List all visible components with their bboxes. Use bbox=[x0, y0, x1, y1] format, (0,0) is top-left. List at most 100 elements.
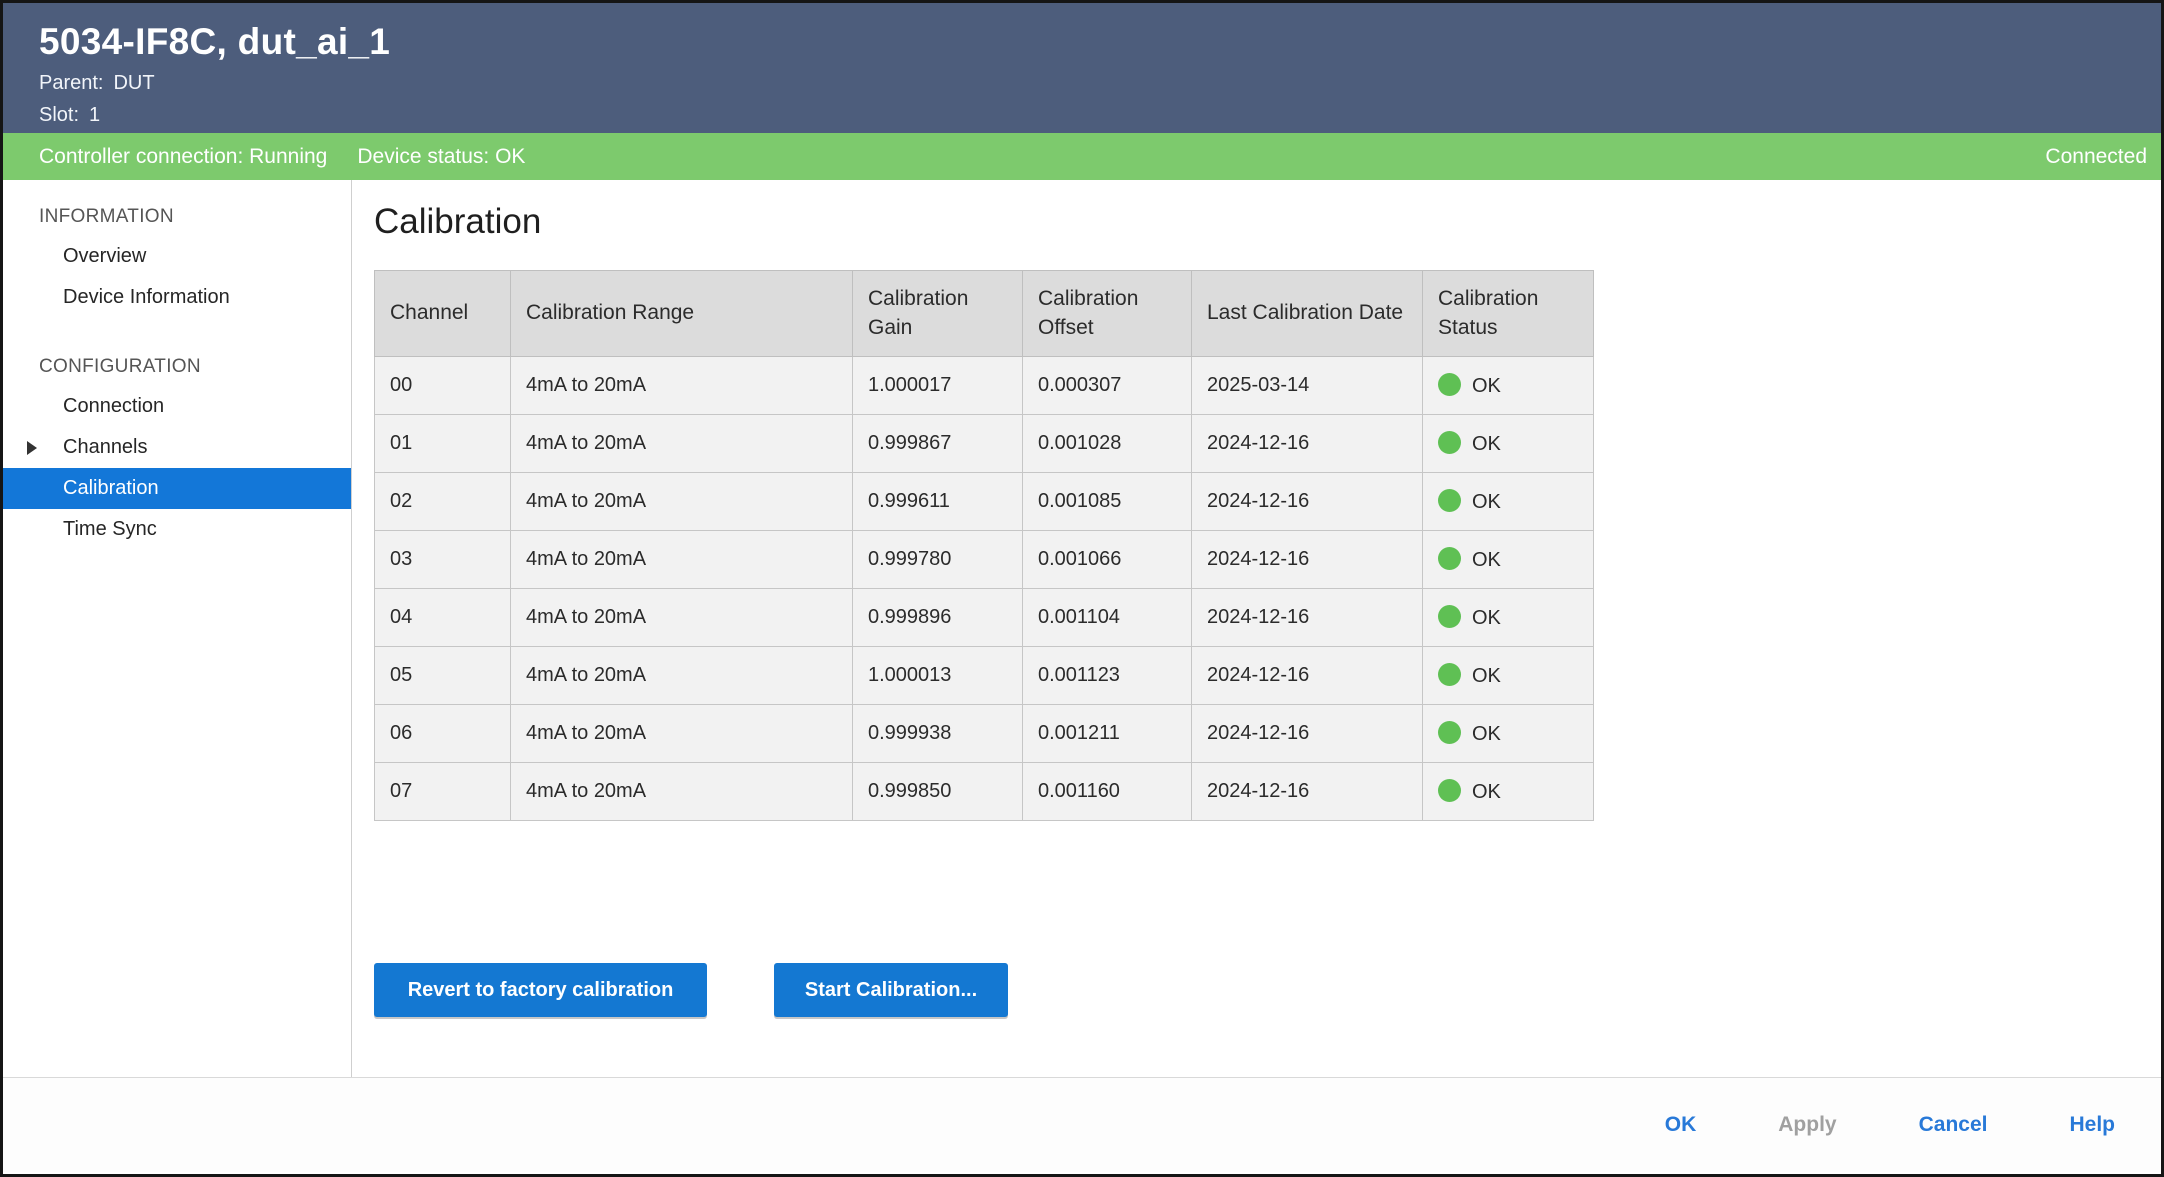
sidebar-item-calibration[interactable]: Calibration bbox=[3, 468, 351, 509]
configuration-heading: CONFIGURATION bbox=[39, 356, 201, 377]
column-header-gain: Calibration Gain bbox=[852, 270, 1023, 357]
status-label: OK bbox=[1472, 491, 1501, 513]
channel-cell: 03 bbox=[374, 530, 511, 589]
sidebar-item-device-information[interactable]: Device Information bbox=[63, 286, 230, 308]
offset-cell: 0.001085 bbox=[1022, 472, 1192, 531]
parent-value: DUT bbox=[113, 72, 155, 94]
gain-cell: 0.999896 bbox=[852, 588, 1023, 647]
sidebar: INFORMATION Overview Device Information … bbox=[3, 180, 352, 1077]
parent-label: Parent: bbox=[39, 72, 104, 94]
status-cell: OK bbox=[1422, 762, 1594, 821]
gain-cell: 0.999611 bbox=[852, 472, 1023, 531]
status-ok-icon bbox=[1438, 431, 1461, 454]
status-bar-left: Controller connection: Running Device st… bbox=[39, 145, 525, 169]
date-cell: 2024-12-16 bbox=[1191, 588, 1423, 647]
channel-cell: 01 bbox=[374, 414, 511, 473]
table-row: 06 4mA to 20mA 0.999938 0.001211 2024-12… bbox=[374, 704, 1594, 763]
table-row: 02 4mA to 20mA 0.999611 0.001085 2024-12… bbox=[374, 472, 1594, 531]
offset-cell: 0.001066 bbox=[1022, 530, 1192, 589]
range-cell: 4mA to 20mA bbox=[510, 414, 853, 473]
offset-cell: 0.001211 bbox=[1022, 704, 1192, 763]
cancel-button[interactable]: Cancel bbox=[1918, 1113, 1988, 1136]
column-header-range: Calibration Range bbox=[510, 270, 853, 357]
main-content: Calibration Channel Calibration Range Ca… bbox=[352, 180, 2161, 1077]
table-row: 00 4mA to 20mA 1.000017 0.000307 2025-03… bbox=[374, 356, 1594, 415]
sidebar-item-overview[interactable]: Overview bbox=[63, 245, 147, 267]
sidebar-item-time-sync[interactable]: Time Sync bbox=[63, 518, 157, 540]
range-cell: 4mA to 20mA bbox=[510, 588, 853, 647]
information-heading: INFORMATION bbox=[39, 206, 174, 227]
status-label: OK bbox=[1472, 607, 1501, 629]
date-cell: 2024-12-16 bbox=[1191, 472, 1423, 531]
calibration-table-body: 00 4mA to 20mA 1.000017 0.000307 2025-03… bbox=[374, 356, 1594, 821]
calibration-table-header: Channel Calibration Range Calibration Ga… bbox=[374, 270, 1594, 357]
status-cell: OK bbox=[1422, 646, 1594, 705]
status-cell: OK bbox=[1422, 704, 1594, 763]
offset-cell: 0.001104 bbox=[1022, 588, 1192, 647]
table-row: 04 4mA to 20mA 0.999896 0.001104 2024-12… bbox=[374, 588, 1594, 647]
column-header-offset: Calibration Offset bbox=[1022, 270, 1192, 357]
channel-cell: 06 bbox=[374, 704, 511, 763]
sidebar-section-configuration: CONFIGURATION Connection Channels Calibr… bbox=[3, 346, 351, 550]
status-ok-icon bbox=[1438, 489, 1461, 512]
status-label: OK bbox=[1472, 375, 1501, 397]
column-header-status: Calibration Status bbox=[1422, 270, 1594, 357]
dialog-footer: OK Apply Cancel Help bbox=[3, 1077, 2161, 1172]
sidebar-item-connection[interactable]: Connection bbox=[63, 395, 165, 417]
offset-cell: 0.001028 bbox=[1022, 414, 1192, 473]
calibration-actions: Revert to factory calibration Start Cali… bbox=[374, 963, 2161, 1017]
offset-cell: 0.000307 bbox=[1022, 356, 1192, 415]
status-ok-icon bbox=[1438, 663, 1461, 686]
status-label: OK bbox=[1472, 781, 1501, 803]
date-cell: 2024-12-16 bbox=[1191, 704, 1423, 763]
page-body: INFORMATION Overview Device Information … bbox=[3, 180, 2161, 1077]
status-ok-icon bbox=[1438, 721, 1461, 744]
range-cell: 4mA to 20mA bbox=[510, 356, 853, 415]
date-cell: 2024-12-16 bbox=[1191, 530, 1423, 589]
ok-button[interactable]: OK bbox=[1664, 1113, 1697, 1136]
device-status: Device status: OK bbox=[357, 144, 526, 168]
channel-cell: 00 bbox=[374, 356, 511, 415]
status-cell: OK bbox=[1422, 472, 1594, 531]
gain-cell: 1.000013 bbox=[852, 646, 1023, 705]
revert-factory-calibration-button[interactable]: Revert to factory calibration bbox=[374, 963, 707, 1017]
column-header-channel: Channel bbox=[374, 270, 511, 357]
status-label: OK bbox=[1472, 723, 1501, 745]
sidebar-section-information: INFORMATION Overview Device Information bbox=[3, 196, 351, 318]
date-cell: 2024-12-16 bbox=[1191, 414, 1423, 473]
channels-label: Channels bbox=[63, 436, 148, 458]
gain-cell: 0.999867 bbox=[852, 414, 1023, 473]
range-cell: 4mA to 20mA bbox=[510, 762, 853, 821]
connection-state: Connected bbox=[2045, 144, 2147, 168]
gain-cell: 0.999780 bbox=[852, 530, 1023, 589]
gain-cell: 1.000017 bbox=[852, 356, 1023, 415]
slot-line: Slot: 1 bbox=[39, 104, 2161, 127]
channel-cell: 04 bbox=[374, 588, 511, 647]
status-bar: Controller connection: Running Device st… bbox=[3, 133, 2161, 180]
status-ok-icon bbox=[1438, 605, 1461, 628]
apply-button[interactable]: Apply bbox=[1778, 1113, 1837, 1136]
device-header: 5034-IF8C, dut_ai_1 Parent: DUT Slot: 1 bbox=[3, 3, 2161, 133]
start-calibration-button[interactable]: Start Calibration... bbox=[774, 963, 1008, 1017]
status-label: OK bbox=[1472, 549, 1501, 571]
sidebar-item-channels[interactable]: Channels bbox=[3, 427, 351, 468]
status-ok-icon bbox=[1438, 373, 1461, 396]
help-button[interactable]: Help bbox=[2069, 1113, 2115, 1136]
status-cell: OK bbox=[1422, 356, 1594, 415]
date-cell: 2024-12-16 bbox=[1191, 646, 1423, 705]
gain-cell: 0.999938 bbox=[852, 704, 1023, 763]
status-ok-icon bbox=[1438, 779, 1461, 802]
offset-cell: 0.001160 bbox=[1022, 762, 1192, 821]
slot-label: Slot: bbox=[39, 104, 80, 126]
device-title: 5034-IF8C, dut_ai_1 bbox=[39, 21, 391, 62]
date-cell: 2025-03-14 bbox=[1191, 356, 1423, 415]
page-title: Calibration bbox=[374, 202, 542, 241]
status-ok-icon bbox=[1438, 547, 1461, 570]
table-row: 05 4mA to 20mA 1.000013 0.001123 2024-12… bbox=[374, 646, 1594, 705]
table-row: 01 4mA to 20mA 0.999867 0.001028 2024-12… bbox=[374, 414, 1594, 473]
status-label: OK bbox=[1472, 665, 1501, 687]
expand-arrow-icon[interactable] bbox=[27, 440, 37, 455]
range-cell: 4mA to 20mA bbox=[510, 646, 853, 705]
gain-cell: 0.999850 bbox=[852, 762, 1023, 821]
